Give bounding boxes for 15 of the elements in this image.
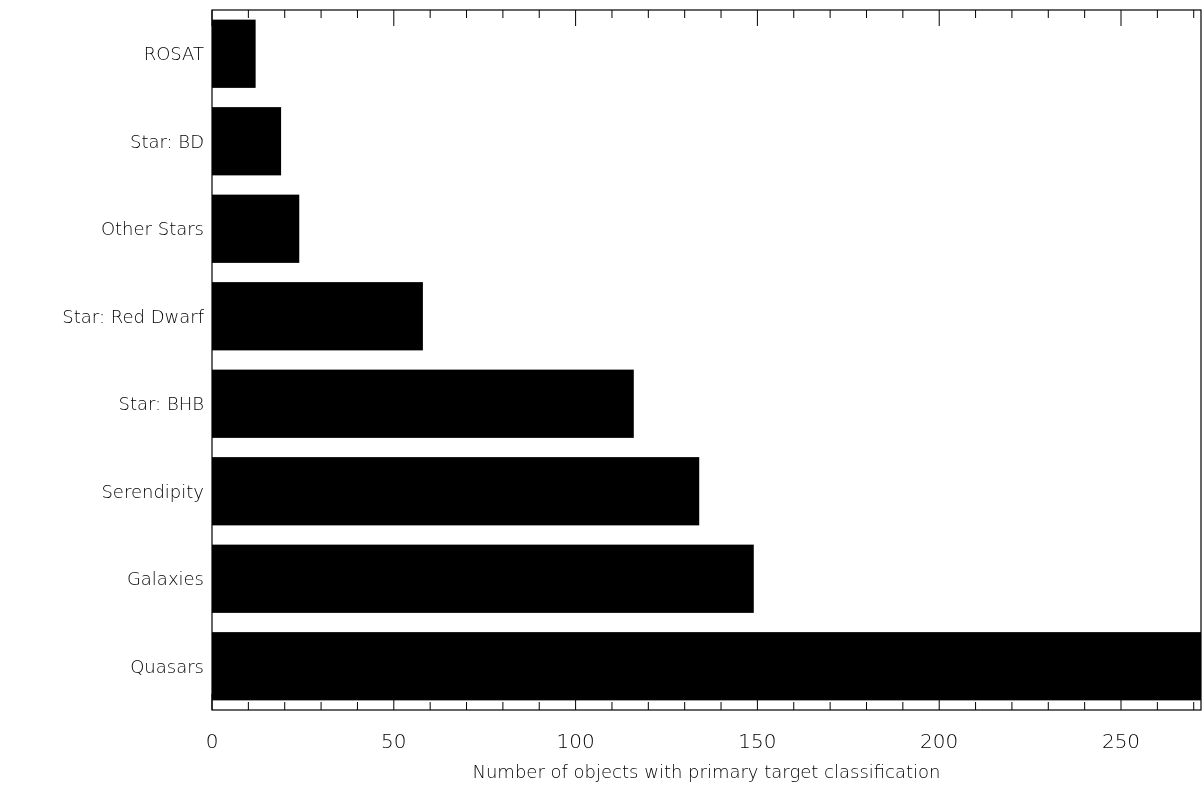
y-tick-label: Other Stars [100,218,204,240]
x-tick-label: 0 [205,729,219,753]
x-tick-label: 200 [920,729,959,753]
y-tick-label: Star: BHB [118,393,204,415]
x-tick-label: 50 [381,729,407,753]
x-axis-title: Number of objects with primary target classification [472,761,941,782]
x-tick-label: 250 [1101,729,1141,753]
y-tick-label: Star: Red Dwarf [62,305,205,327]
y-tick-label: Star: BD [129,130,204,152]
y-tick-label: ROSAT [143,43,204,65]
y-tick-label: Quasars [130,655,204,677]
y-tick-label: Galaxies [126,568,204,590]
y-tick-label: Serendipity [101,480,204,502]
x-tick-label: 100 [556,729,595,753]
x-tick-label: 150 [738,729,777,753]
